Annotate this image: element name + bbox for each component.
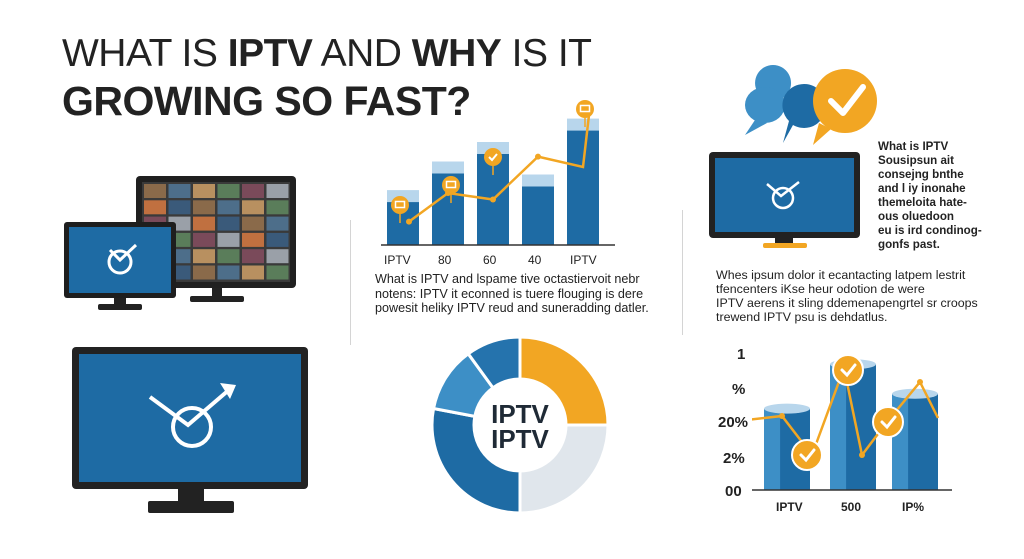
right-paragraph: Whes ipsum dolor it ecantacting latpem l… <box>716 268 978 324</box>
check-badge-icon <box>484 148 502 166</box>
large-monitor-illustration <box>72 347 308 513</box>
tv-glyph <box>394 200 406 209</box>
middle-paragraph-line: powesit heliky IPTV reud and suneradding… <box>375 301 649 315</box>
donut-center-line1: IPTV <box>491 399 549 429</box>
right-monitor-illustration <box>709 152 860 248</box>
middle-paragraph: What is IPTV and lspame tive octastiervo… <box>375 272 649 316</box>
tv-glyph <box>579 104 591 113</box>
donut-center-line2: IPTV <box>491 424 549 454</box>
card-text-line: ous oluedoon <box>878 210 954 223</box>
right-chart-point <box>917 379 923 385</box>
right-chart-ylabel-3: 20% <box>718 414 749 431</box>
middle-paragraph-line: notens: IPTV it econned is tuere flougin… <box>375 286 644 301</box>
check-mark <box>799 448 816 463</box>
middle-paragraph-line: What is IPTV and lspame tive octastiervo… <box>375 272 640 286</box>
right-paragraph-line: IPTV aerens it sling ddemenapengrtel sr … <box>716 296 978 310</box>
check-badge-icon <box>832 354 864 386</box>
right-chart-bar-cap <box>892 388 938 399</box>
right-paragraph-line: Whes ipsum dolor it ecantacting latpem l… <box>716 268 966 282</box>
middle-chart-tick-5: IPTV <box>570 253 597 267</box>
dual-monitor-illustration <box>64 176 296 310</box>
middle-chart-point <box>406 218 412 225</box>
middle-chart-tick-2: 80 <box>438 253 452 267</box>
donut-hole <box>475 380 565 470</box>
right-chart-ylabel-5: 00 <box>725 483 742 500</box>
middle-chart-tick-1: IPTV <box>384 253 411 267</box>
right-paragraph-line: trewend IPTV psu is dehdatlus. <box>716 310 888 324</box>
middle-chart-point <box>535 153 541 160</box>
check-mark <box>840 363 857 378</box>
card-text-line: gonfs past. <box>878 238 940 251</box>
card-text-line: themeloita hate- <box>878 196 967 209</box>
right-chart-ylabel-2: % <box>732 381 746 398</box>
column-divider-right <box>682 210 683 335</box>
middle-bar-chart <box>381 100 615 246</box>
donut-slice <box>518 423 610 515</box>
middle-chart-bar <box>567 130 599 245</box>
right-chart-ylabel-4: 2% <box>723 450 745 467</box>
right-chart-point <box>779 413 785 419</box>
check-mark <box>880 415 897 430</box>
tv-badge-icon <box>576 100 594 118</box>
donut-slice <box>430 406 522 515</box>
card-text-line: Sousipsun ait <box>878 154 955 167</box>
column-divider-left <box>350 220 351 345</box>
check-badge-icon <box>872 406 904 438</box>
tv-badge-icon <box>391 196 409 214</box>
speech-bubbles-illustration <box>745 65 877 145</box>
donut-center-label: IPTV IPTV <box>470 399 570 454</box>
card-text-line: eu is ird condinog- <box>878 224 982 237</box>
middle-chart-point <box>490 196 496 203</box>
middle-chart-tick-3: 60 <box>483 253 497 267</box>
check-badge-icon <box>791 439 823 471</box>
check-mark <box>488 153 498 162</box>
right-chart-bar-cap <box>764 403 810 414</box>
card-text-line: and l iy inonahe <box>878 182 966 195</box>
card-text-line: What is IPTV <box>878 140 949 153</box>
top-right-card-text: What is IPTV Sousipsun ait consejng bnth… <box>878 140 982 252</box>
tv-glyph <box>445 180 457 189</box>
page-title-line2: GROWING SO FAST? <box>62 78 471 124</box>
right-chart-point <box>859 452 865 458</box>
right-chart-ylabel-1: 1 <box>737 346 746 363</box>
tv-badge-icon <box>442 176 460 194</box>
right-paragraph-line: tfencenters iKse heur odotion de were <box>716 282 925 296</box>
right-chart-xlabel-3: IP% <box>902 500 925 514</box>
donut-chart <box>430 335 610 515</box>
right-bar-chart <box>752 354 952 491</box>
right-chart-xlabel-2: 500 <box>841 500 862 514</box>
donut-slice <box>518 335 610 427</box>
right-chart-xlabel-1: IPTV <box>776 500 803 514</box>
right-chart-bar-shade <box>764 408 781 490</box>
donut-slice <box>466 335 522 390</box>
middle-chart-trend-line <box>408 114 591 223</box>
middle-chart-bar <box>522 186 554 245</box>
right-chart-trend-line <box>752 363 940 458</box>
page-title-line1: WHAT IS IPTV AND WHY IS IT <box>62 32 592 75</box>
card-text-line: consejng bnthe <box>878 168 964 181</box>
middle-chart-tick-4: 40 <box>528 253 542 267</box>
